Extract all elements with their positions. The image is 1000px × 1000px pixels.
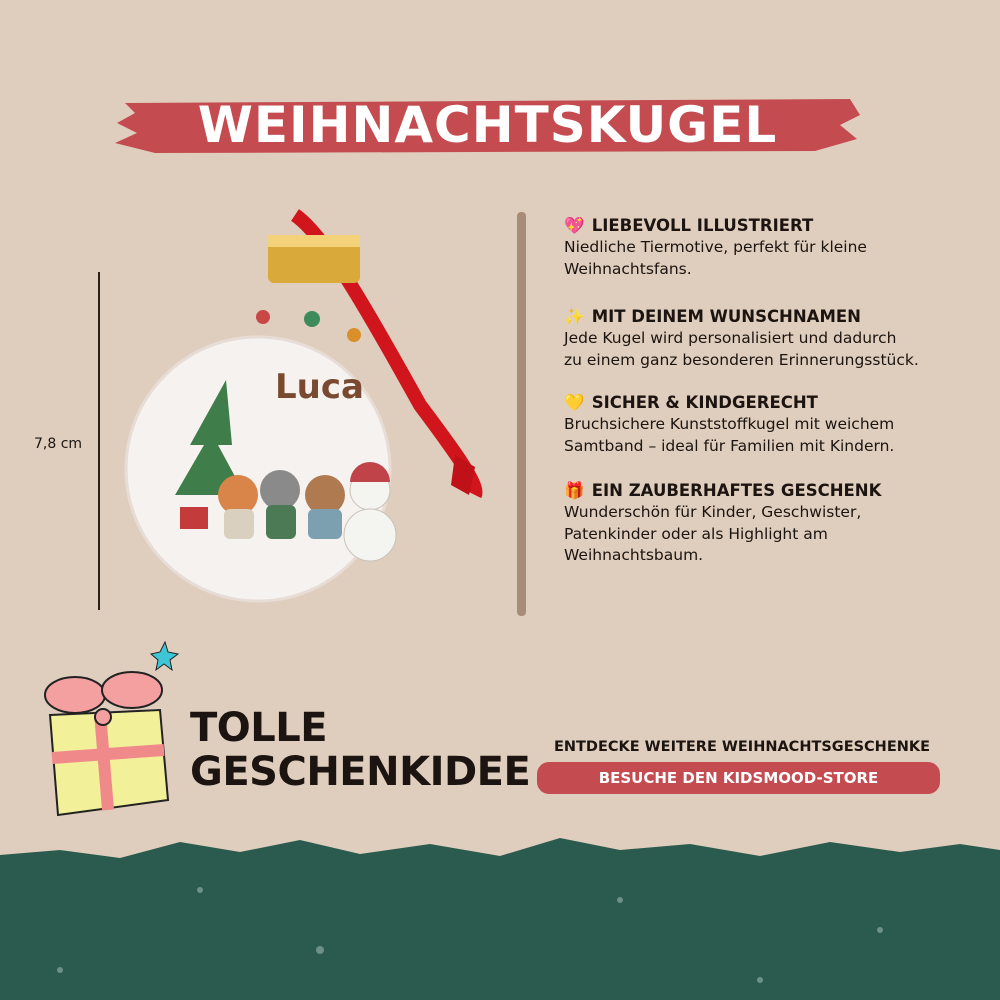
promo-headline: TOLLE GESCHENKIDEE xyxy=(190,705,531,795)
ornament-name: Luca xyxy=(275,367,364,407)
feature-text: Weihnachtsfans. xyxy=(564,259,692,278)
promo-headline-line: GESCHENKIDEE xyxy=(190,749,531,795)
feature-text: Niedliche Tiermotive, perfekt für kleine xyxy=(564,238,867,256)
feature-text: Jede Kugel wird personalisiert und dadur… xyxy=(564,329,897,347)
feature-text: Bruchsichere Kunststoffkugel mit weichem xyxy=(564,415,895,433)
feature-custom-name: ✨ MIT DEINEM WUNSCHNAMEN Jede Kugel wird… xyxy=(564,306,964,371)
visit-store-button[interactable]: BESUCHE DEN KIDSMOOD-STORE xyxy=(537,762,940,794)
star-icon xyxy=(149,640,180,672)
sparkles-icon: ✨ xyxy=(564,307,585,326)
size-measure-line xyxy=(98,272,100,610)
discover-text: ENTDECKE WEITERE WEIHNACHTSGESCHENKE xyxy=(553,739,931,755)
feature-text: Patenkinder oder als Highlight am xyxy=(564,524,828,543)
feature-illustrated: 💖 LIEBEVOLL ILLUSTRIERT Niedliche Tiermo… xyxy=(564,215,964,280)
footer-green-torn-paper xyxy=(0,838,1000,1000)
feature-text: zu einem ganz besonderen Erinnerungsstüc… xyxy=(564,350,919,369)
page-title: WEIHNACHTSKUGEL xyxy=(197,96,778,154)
feature-heading: EIN ZAUBERHAFTES GESCHENK xyxy=(591,481,882,500)
gift-icon: 🎁 xyxy=(564,481,585,500)
sparkling-heart-icon: 💖 xyxy=(564,216,585,235)
feature-gift: 🎁 EIN ZAUBERHAFTES GESCHENK Wunderschön … xyxy=(564,480,964,567)
promo-headline-line: TOLLE xyxy=(190,705,328,751)
yellow-heart-icon: 💛 xyxy=(564,393,585,412)
feature-text: Weihnachtsbaum. xyxy=(564,546,704,564)
feature-text: Wunderschön für Kinder, Geschwister, xyxy=(564,503,862,521)
ornament-image: Luca xyxy=(124,209,483,603)
size-label: 7,8 cm xyxy=(34,436,83,452)
feature-safe: 💛 SICHER & KINDGERECHT Bruchsichere Kuns… xyxy=(564,392,964,457)
feature-heading: MIT DEINEM WUNSCHNAMEN xyxy=(591,307,861,326)
gift-box-illustration xyxy=(44,640,180,817)
vertical-divider xyxy=(517,212,526,616)
feature-heading: SICHER & KINDGERECHT xyxy=(591,393,818,412)
feature-heading: LIEBEVOLL ILLUSTRIERT xyxy=(591,216,814,235)
feature-text: Samtband – ideal für Familien mit Kinder… xyxy=(564,436,895,455)
title-brush-banner xyxy=(115,99,860,153)
